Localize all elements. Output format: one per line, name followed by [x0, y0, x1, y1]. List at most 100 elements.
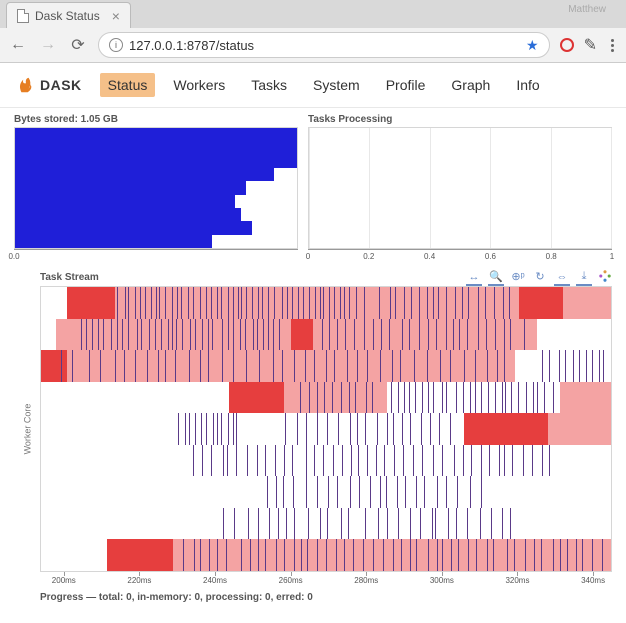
nav-system[interactable]: System [305, 73, 368, 97]
forward-button: → [38, 35, 58, 55]
menu-icon[interactable] [607, 39, 618, 52]
task-stripe [193, 287, 194, 319]
task-stripe [211, 445, 212, 477]
task-stripe [233, 319, 234, 351]
task-stripe [464, 350, 465, 382]
task-stripe [364, 319, 365, 351]
task-stripe [226, 539, 227, 571]
task-stripe [306, 476, 307, 508]
tool-wheel-zoom[interactable]: ⊕ᵖ [510, 270, 526, 286]
task-stripe [381, 319, 382, 351]
stream-xaxis: 200ms220ms240ms260ms280ms300ms320ms340ms [26, 572, 612, 588]
task-stripe [437, 539, 438, 571]
nav-tasks[interactable]: Tasks [243, 73, 295, 97]
bokeh-logo-icon[interactable] [598, 269, 612, 286]
task-stripe [222, 350, 223, 382]
task-stripe [409, 382, 410, 414]
evernote-icon[interactable]: ✎ [584, 35, 597, 55]
task-stripe [259, 350, 260, 382]
bytes-xaxis: 0.0 [14, 249, 298, 263]
task-stripe [432, 508, 433, 540]
task-stripe [510, 319, 511, 351]
task-stripe [376, 445, 377, 477]
task-stream-chart[interactable] [40, 286, 612, 572]
task-stripe [273, 350, 274, 382]
task-stripe [327, 413, 328, 445]
close-icon[interactable]: × [112, 8, 120, 24]
nav-info[interactable]: Info [508, 73, 547, 97]
task-stripe [392, 350, 393, 382]
task-stripe [287, 287, 288, 319]
info-icon[interactable]: i [109, 38, 123, 52]
task-stripe [475, 382, 476, 414]
tool-reset[interactable]: ↻ [532, 270, 548, 286]
bytes-bar [15, 195, 235, 208]
task-stripe [487, 350, 488, 382]
nav-profile[interactable]: Profile [378, 73, 434, 97]
task-stripe [357, 413, 358, 445]
profile-name: Matthew [568, 4, 606, 15]
task-stripe [365, 413, 366, 445]
task-stripe [212, 319, 213, 351]
task-stripe [292, 445, 293, 477]
tick-label: 0 [306, 252, 310, 261]
task-stripe [195, 319, 196, 351]
task-stripe [161, 319, 162, 351]
task-stripe [410, 539, 411, 571]
tool-xwheel[interactable]: ⇔ [554, 270, 570, 286]
nav-status[interactable]: Status [100, 73, 156, 97]
task-stripe [512, 445, 513, 477]
task-stripe [364, 287, 365, 319]
task-stripe [253, 319, 254, 351]
task-stripe [263, 319, 264, 351]
task-stripe [348, 508, 349, 540]
task-stripe [379, 287, 380, 319]
grid-line [430, 128, 431, 248]
task-stripe [400, 350, 401, 382]
flame-icon [16, 76, 34, 94]
bookmark-icon[interactable]: ★ [526, 37, 539, 54]
task-stripe [468, 539, 469, 571]
extension-icon[interactable] [560, 38, 574, 52]
task-stripe [397, 476, 398, 508]
task-stripe [467, 508, 468, 540]
task-stripe [297, 413, 298, 445]
task-stripe [273, 319, 274, 351]
back-button[interactable]: ← [8, 35, 28, 55]
task-stripe [514, 539, 515, 571]
stream-toolbar: ↔ 🔍 ⊕ᵖ ↻ ⇔ ⤓ [466, 269, 612, 286]
task-stripe [387, 508, 388, 540]
task-stripe [525, 539, 526, 571]
tool-save[interactable]: ⤓ [576, 270, 592, 286]
url-box[interactable]: i 127.0.0.1:8787/status ★ [98, 32, 550, 58]
task-stripe [221, 287, 222, 319]
task-stripe [451, 539, 452, 571]
nav-graph[interactable]: Graph [443, 73, 498, 97]
task-stripe [404, 382, 405, 414]
nav-workers[interactable]: Workers [165, 73, 233, 97]
task-segment [67, 287, 115, 319]
tasks-chart[interactable] [308, 127, 612, 249]
task-stripe [592, 539, 593, 571]
task-stripe [471, 445, 472, 477]
task-stripe [320, 287, 321, 319]
task-stripe [193, 445, 194, 477]
browser-tab[interactable]: Dask Status × [6, 2, 131, 28]
tick-label: 0.8 [546, 252, 557, 261]
task-stripe [358, 445, 359, 477]
task-stripe [481, 445, 482, 477]
task-stripe [446, 476, 447, 508]
task-stripe [137, 319, 138, 351]
task-stripe [303, 287, 304, 319]
task-stripe [206, 413, 207, 445]
dask-logo[interactable]: DASK [16, 76, 82, 94]
bytes-chart[interactable] [14, 127, 298, 249]
reload-button[interactable]: ⟳ [68, 35, 88, 55]
tool-box-zoom[interactable]: 🔍 [488, 270, 504, 286]
task-stripe [172, 287, 173, 319]
tool-pan[interactable]: ↔ [466, 270, 482, 286]
task-stripe [317, 539, 318, 571]
task-stripe [327, 508, 328, 540]
tick-label: 0.6 [485, 252, 496, 261]
task-stripe [599, 350, 600, 382]
